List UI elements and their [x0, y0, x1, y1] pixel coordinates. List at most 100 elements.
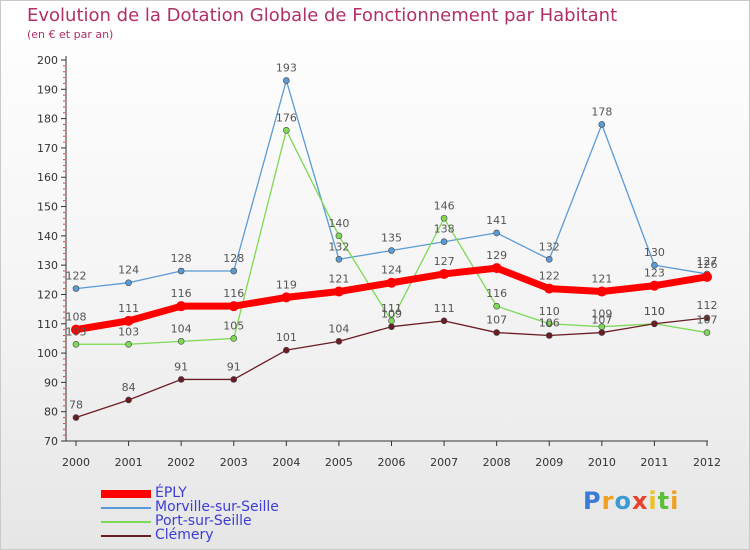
- data-label: 116: [223, 287, 244, 300]
- data-label: 135: [381, 232, 402, 245]
- data-point: [388, 323, 395, 331]
- data-point: [493, 302, 500, 310]
- y-tick-label: 70: [44, 435, 58, 448]
- data-label: 107: [697, 314, 718, 327]
- data-point: [335, 338, 343, 345]
- data-label: 127: [697, 255, 718, 268]
- data-point: [230, 267, 238, 275]
- x-tick-label: 2007: [430, 456, 458, 469]
- data-label: 111: [434, 302, 455, 315]
- data-label: 104: [171, 322, 192, 335]
- data-point: [71, 324, 81, 335]
- data-point: [439, 268, 450, 279]
- data-point: [545, 255, 553, 263]
- chart-subtitle: (en € et par an): [27, 28, 114, 41]
- data-point: [703, 314, 711, 322]
- x-tick-label: 2000: [62, 456, 90, 469]
- data-label: 146: [434, 199, 455, 212]
- x-tick-label: 2011: [640, 456, 668, 469]
- data-label: 140: [328, 217, 349, 230]
- x-tick-label: 2006: [378, 456, 406, 469]
- x-tick-label: 2002: [167, 456, 195, 469]
- data-label: 128: [223, 252, 244, 265]
- data-label: 122: [66, 270, 87, 283]
- data-label: 128: [171, 252, 192, 265]
- data-label: 124: [381, 264, 402, 277]
- x-tick-label: 2010: [588, 456, 616, 469]
- data-label: 104: [328, 322, 349, 335]
- logo-letter: o: [614, 487, 632, 515]
- data-point: [651, 261, 658, 269]
- data-label: 110: [644, 305, 665, 318]
- data-point: [335, 255, 343, 263]
- legend-swatch: [101, 507, 151, 509]
- data-point: [493, 329, 500, 336]
- logo-letter: x: [631, 487, 649, 515]
- chart-title: Evolution de la Dotation Globale de Fonc…: [27, 5, 618, 26]
- y-tick-label: 200: [37, 54, 58, 67]
- y-tick-label: 120: [37, 288, 58, 301]
- logo-letter: P: [583, 487, 602, 515]
- data-label: 107: [486, 314, 507, 327]
- data-point: [545, 332, 553, 339]
- data-label: 110: [644, 305, 665, 318]
- data-point: [281, 292, 292, 303]
- y-tick-label: 80: [44, 406, 58, 419]
- x-tick-label: 2012: [693, 456, 721, 469]
- data-label: 108: [66, 311, 87, 324]
- data-point: [440, 238, 448, 246]
- legend-swatch: [101, 521, 151, 523]
- data-point: [125, 340, 132, 348]
- x-tick-label: 2005: [325, 456, 353, 469]
- data-point: [72, 414, 80, 421]
- data-point: [493, 229, 500, 237]
- data-point: [388, 247, 395, 254]
- data-label: 110: [539, 305, 560, 318]
- data-label: 130: [644, 246, 665, 259]
- data-label: 127: [434, 255, 455, 268]
- data-label: 91: [227, 360, 241, 373]
- data-point: [333, 286, 344, 297]
- data-label: 126: [697, 258, 718, 271]
- data-point: [598, 329, 606, 336]
- data-point: [283, 77, 290, 84]
- data-point: [177, 338, 185, 345]
- x-tick-label: 2001: [115, 456, 143, 469]
- y-tick-label: 160: [37, 171, 58, 184]
- data-label: 121: [328, 273, 349, 286]
- data-label: 111: [118, 302, 139, 315]
- data-point: [596, 286, 607, 297]
- data-point: [177, 267, 185, 275]
- data-point: [228, 301, 239, 312]
- data-point: [440, 317, 448, 325]
- x-tick-label: 2009: [535, 456, 563, 469]
- y-tick-label: 190: [37, 83, 58, 96]
- legend-swatch: [101, 490, 151, 498]
- data-label: 178: [591, 105, 612, 118]
- data-label: 105: [223, 319, 244, 332]
- data-label: 132: [539, 240, 560, 253]
- data-label: 84: [122, 381, 136, 394]
- legend-label: Port-sur-Seille: [155, 513, 252, 529]
- data-label: 116: [171, 287, 192, 300]
- data-point: [177, 376, 185, 383]
- data-label: 103: [118, 325, 139, 338]
- data-point: [544, 283, 555, 294]
- data-label: 124: [118, 264, 139, 277]
- data-label: 107: [591, 314, 612, 327]
- x-tick-label: 2003: [220, 456, 248, 469]
- data-point: [335, 232, 343, 240]
- data-label: 116: [486, 287, 507, 300]
- data-point: [703, 329, 711, 336]
- x-tick-label: 2004: [272, 456, 300, 469]
- data-label: 121: [591, 273, 612, 286]
- data-label: 129: [486, 249, 507, 262]
- data-point: [440, 214, 448, 222]
- legend-label: ÉPLY: [155, 485, 187, 501]
- logo-letter: t: [657, 487, 671, 515]
- y-tick-label: 140: [37, 230, 58, 243]
- y-tick-label: 110: [37, 318, 58, 331]
- data-label: 193: [276, 62, 297, 75]
- data-label: 109: [381, 308, 402, 321]
